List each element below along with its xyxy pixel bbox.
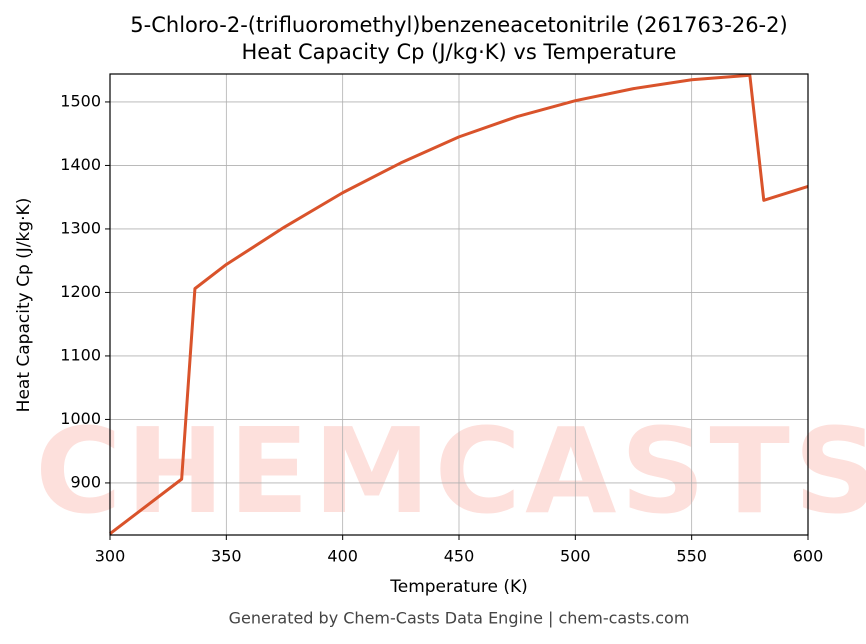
- x-tick-label: 500: [560, 547, 591, 566]
- chart-subtitle: Heat Capacity Cp (J/kg·K) vs Temperature: [242, 40, 677, 64]
- chart-title: 5-Chloro-2-(trifluoromethyl)benzeneaceto…: [130, 13, 787, 37]
- x-axis-label: Temperature (K): [389, 577, 528, 597]
- x-tick-label: 450: [444, 547, 475, 566]
- y-tick-label: 1500: [60, 91, 101, 110]
- y-tick-label: 1000: [60, 409, 101, 428]
- data-line: [109, 73, 809, 535]
- y-tick-label: 1300: [60, 218, 101, 237]
- x-tick-label: 400: [327, 547, 358, 566]
- y-tick-label: 1100: [60, 345, 101, 364]
- y-tick-label: 1200: [60, 282, 101, 301]
- x-tick-label: 600: [793, 547, 824, 566]
- footer: Generated by Chem-Casts Data Engine | ch…: [229, 609, 690, 628]
- watermark: CHEMCASTS: [35, 402, 866, 540]
- x-tick-label: 350: [211, 547, 242, 566]
- y-tick-label: 900: [70, 472, 101, 491]
- x-tick-label: 550: [676, 547, 707, 566]
- plot-frame: [109, 73, 809, 536]
- x-tick-label: 300: [95, 547, 126, 566]
- y-tick-label: 1400: [60, 155, 101, 174]
- y-axis-label: Heat Capacity Cp (J/kg·K): [14, 198, 34, 413]
